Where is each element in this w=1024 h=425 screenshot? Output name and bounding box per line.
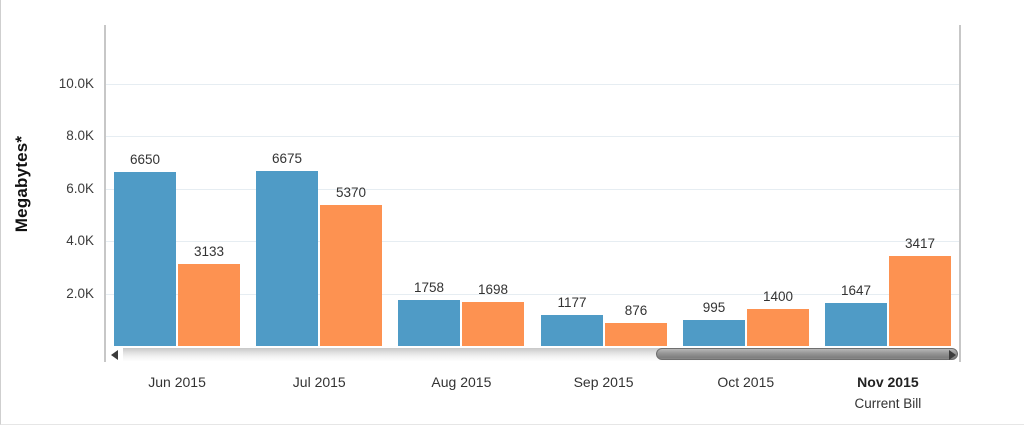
gridline-8-0k	[106, 136, 959, 138]
bar-orange-jun-2015[interactable]	[178, 264, 240, 346]
bar-value-label-blue-nov-2015: 1647	[840, 283, 872, 298]
bar-value-label-orange-jul-2015: 5370	[335, 185, 367, 200]
scrollbar-thumb[interactable]	[656, 348, 958, 360]
bar-blue-sep-2015[interactable]	[541, 315, 603, 346]
bar-orange-oct-2015[interactable]	[747, 309, 809, 346]
bar-orange-jul-2015[interactable]	[320, 205, 382, 346]
x-axis-label-nov-2015: Nov 2015	[857, 374, 919, 390]
bar-value-label-orange-sep-2015: 876	[624, 303, 648, 318]
bar-value-label-blue-sep-2015: 1177	[557, 295, 587, 310]
bar-value-label-orange-aug-2015: 1698	[477, 282, 509, 297]
scroll-right-button[interactable]	[946, 348, 959, 362]
plot-border-right	[959, 25, 961, 362]
plot-area: 6650 3133 6675 5370 1758 1698 1177 876 995 1400 16…	[106, 25, 959, 362]
x-axis-label-oct-2015: Oct 2015	[717, 374, 775, 390]
bar-value-label-blue-jun-2015: 6650	[129, 152, 161, 167]
bar-value-label-blue-jul-2015: 6675	[271, 151, 303, 166]
bar-blue-nov-2015[interactable]	[825, 303, 887, 346]
arrow-left-icon	[111, 350, 118, 360]
y-tick-label-10-0k: 10.0K	[58, 76, 94, 91]
scroll-left-button[interactable]	[106, 348, 123, 362]
gridline-2-0k	[106, 293, 959, 295]
y-tick-label-4-0k: 4.0K	[66, 233, 94, 249]
y-tick-label-6-0k: 6.0K	[66, 180, 94, 196]
x-axis-label-aug-2015: Aug 2015	[431, 374, 492, 390]
bar-orange-nov-2015[interactable]	[889, 256, 951, 346]
horizontal-scrollbar[interactable]	[106, 348, 959, 362]
bar-blue-aug-2015[interactable]	[398, 300, 460, 346]
gridline-10-0k	[106, 84, 959, 85]
y-tick-label-8-0k: 8.0K	[66, 128, 94, 144]
bar-blue-oct-2015[interactable]	[683, 320, 745, 346]
bar-value-label-orange-nov-2015: 3417	[904, 236, 936, 251]
x-axis-label-sep-2015: Sep 2015	[573, 374, 634, 390]
bar-orange-sep-2015[interactable]	[605, 323, 667, 346]
bar-value-label-blue-aug-2015: 1758	[413, 280, 445, 295]
bar-value-label-blue-oct-2015: 995	[702, 300, 726, 315]
gridline-4-0k	[106, 241, 959, 243]
arrow-right-icon	[949, 350, 956, 360]
x-axis-label-jul-2015: Jul 2015	[292, 374, 346, 390]
scrollbar-track[interactable]	[123, 348, 958, 361]
bar-blue-jul-2015[interactable]	[256, 171, 318, 346]
bar-value-label-orange-jun-2015: 3133	[193, 244, 225, 259]
plot-border-left	[104, 25, 106, 362]
y-tick-label-2-0k: 2.0K	[66, 285, 94, 301]
bar-value-label-orange-oct-2015: 1400	[762, 289, 794, 304]
bar-orange-aug-2015[interactable]	[462, 302, 524, 346]
gridline-6-0k	[106, 188, 959, 190]
x-axis-label-jun-2015: Jun 2015	[148, 374, 206, 390]
category-note-current-bill: Current Bill	[854, 396, 922, 411]
bar-blue-jun-2015[interactable]	[114, 172, 176, 346]
